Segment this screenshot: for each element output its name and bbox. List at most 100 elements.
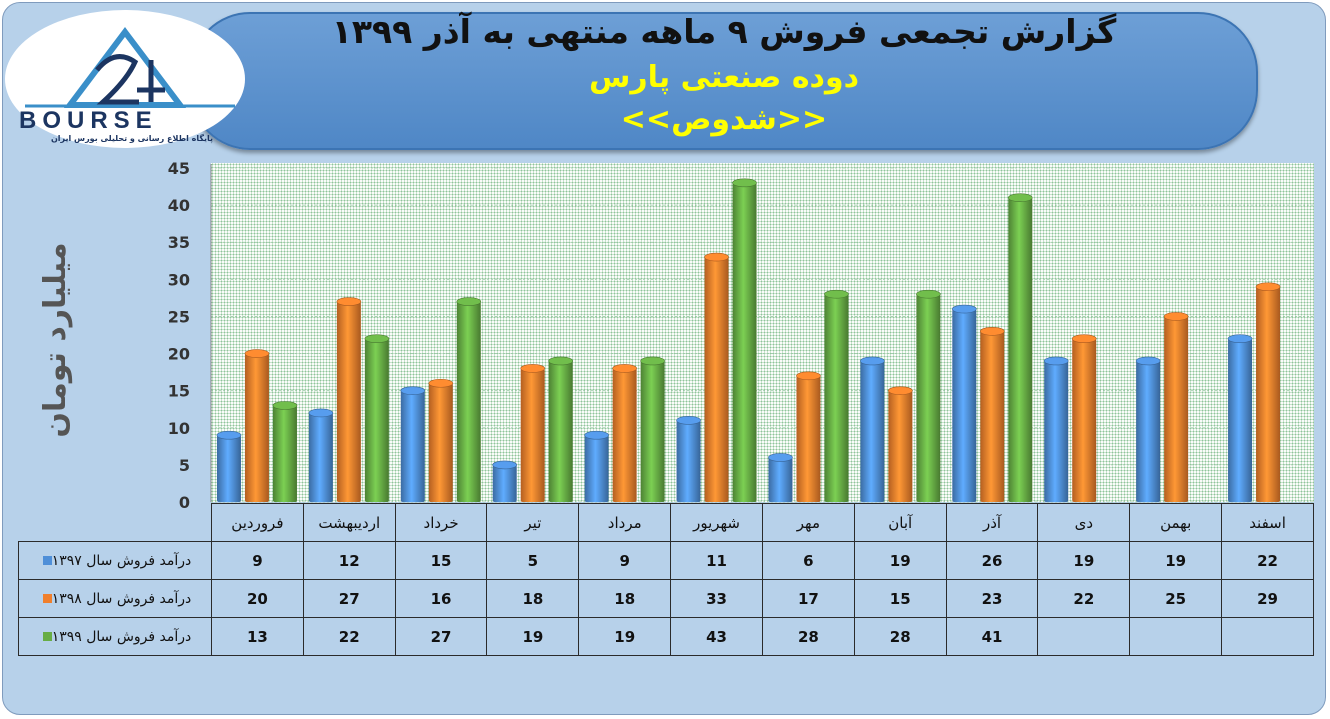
series-row: درآمد فروش سال ۱۳۹۸ 20 27 16 18 18 33 17 15 23 22 2… bbox=[18, 579, 1314, 618]
data-label: 23 bbox=[945, 579, 1039, 618]
data-table: فروردین اردیبهشت خرداد تیر مرداد شهریور مهر آبا… bbox=[18, 503, 1314, 656]
data-label: 18 bbox=[578, 579, 672, 618]
bar bbox=[676, 420, 701, 502]
bar bbox=[584, 435, 609, 502]
data-label: 22 bbox=[1037, 579, 1131, 618]
data-label: 11 bbox=[670, 541, 763, 580]
bar bbox=[704, 257, 729, 502]
x-tick-label: دی bbox=[1037, 503, 1131, 542]
x-tick-label: شهریور bbox=[670, 503, 763, 542]
bar bbox=[980, 331, 1005, 502]
bar bbox=[520, 368, 545, 502]
data-label: 26 bbox=[945, 541, 1039, 580]
bar bbox=[492, 464, 517, 502]
logo-subtitle: پایگاه اطلاع رسانی و تحلیلی بورس ایران bbox=[50, 134, 214, 143]
logo: BOURSE پایگاه اطلاع رسانی و تحلیلی بورس … bbox=[5, 10, 245, 148]
bar-top bbox=[916, 289, 941, 299]
data-label: 28 bbox=[853, 617, 947, 656]
data-label: 19 bbox=[486, 617, 580, 656]
data-label: 43 bbox=[670, 617, 763, 656]
bar bbox=[1164, 316, 1189, 502]
bar-top bbox=[584, 430, 609, 440]
y-tick-label: 40 bbox=[168, 196, 190, 215]
bar-top bbox=[612, 364, 637, 373]
bar bbox=[1136, 360, 1161, 502]
x-tick-label: اسفند bbox=[1221, 503, 1314, 542]
bar bbox=[1044, 360, 1069, 502]
data-label bbox=[1221, 617, 1314, 656]
bar-top bbox=[336, 297, 362, 306]
bar-top bbox=[1007, 193, 1033, 202]
data-label: 28 bbox=[761, 617, 855, 656]
y-tick-label: 45 bbox=[168, 159, 190, 178]
chart-title: گزارش تجمعی فروش ۹ ماهه منتهی به آذر ۱۳۹… bbox=[331, 12, 1117, 51]
bar-top bbox=[216, 430, 242, 440]
data-label: 6 bbox=[761, 541, 855, 580]
legend-entry: درآمد فروش سال ۱۳۹۸ bbox=[18, 579, 212, 618]
bar-top bbox=[1255, 282, 1281, 292]
data-label: 17 bbox=[761, 579, 855, 618]
x-tick-label: آبان bbox=[853, 503, 947, 542]
data-label: 27 bbox=[394, 617, 488, 656]
bar-top bbox=[520, 364, 546, 373]
data-label: 15 bbox=[394, 541, 488, 580]
data-label: 41 bbox=[945, 617, 1039, 656]
bar-top bbox=[676, 416, 701, 425]
y-axis-label: میلیارد تومان bbox=[38, 242, 73, 438]
data-label: 13 bbox=[211, 617, 304, 656]
bar-top bbox=[1071, 334, 1097, 344]
data-label: 27 bbox=[302, 579, 396, 618]
y-tick-label: 35 bbox=[168, 233, 190, 252]
bar bbox=[860, 360, 885, 502]
data-label: 16 bbox=[394, 579, 488, 618]
bar bbox=[916, 294, 941, 502]
bar-top bbox=[400, 386, 426, 395]
bar bbox=[888, 390, 913, 502]
bar-top bbox=[308, 408, 334, 418]
bar-top bbox=[640, 356, 665, 366]
bar bbox=[1256, 286, 1281, 502]
x-tick-label: خرداد bbox=[394, 503, 488, 542]
series-row: درآمد فروش سال ۱۳۹۷ 9 12 15 5 9 11 6 19 26 19 19 22 bbox=[18, 541, 1314, 580]
company-name: دوده صنعتی پارس bbox=[589, 60, 859, 95]
bar bbox=[1008, 197, 1033, 502]
x-tick-label: فروردین bbox=[211, 503, 304, 542]
legend-label: درآمد فروش سال ۱۳۹۸ bbox=[51, 590, 192, 607]
data-label bbox=[1129, 617, 1223, 656]
bar-top bbox=[272, 401, 298, 410]
bar-top bbox=[428, 378, 454, 388]
bar-top bbox=[768, 453, 793, 462]
data-label: 12 bbox=[302, 541, 396, 580]
bar-top bbox=[492, 460, 518, 470]
bar bbox=[768, 457, 793, 502]
bar-top bbox=[732, 178, 757, 188]
data-label: 19 bbox=[578, 617, 672, 656]
x-tick-label: بهمن bbox=[1129, 503, 1223, 542]
logo-text: BOURSE bbox=[19, 107, 158, 134]
y-tick-label: 0 bbox=[179, 493, 190, 512]
bar bbox=[428, 383, 453, 502]
bar bbox=[640, 360, 665, 502]
bar bbox=[732, 182, 757, 502]
legend-swatch bbox=[42, 632, 52, 641]
bar bbox=[548, 360, 573, 502]
data-label: 22 bbox=[302, 617, 396, 656]
category-row: فروردین اردیبهشت خرداد تیر مرداد شهریور مهر آبا… bbox=[18, 503, 1314, 542]
x-tick-label: مرداد bbox=[578, 503, 672, 542]
bar bbox=[272, 405, 297, 502]
bar-top bbox=[860, 356, 885, 366]
bar-top bbox=[951, 304, 977, 314]
bar bbox=[1072, 338, 1097, 502]
y-tick-label: 30 bbox=[168, 270, 190, 289]
data-label: 18 bbox=[486, 579, 580, 618]
y-tick-label: 15 bbox=[168, 382, 190, 401]
data-label bbox=[1037, 617, 1131, 656]
legend-entry: درآمد فروش سال ۱۳۹۷ bbox=[18, 541, 212, 580]
data-label: 22 bbox=[1221, 541, 1314, 580]
bar bbox=[336, 301, 361, 502]
y-tick-label: 20 bbox=[168, 345, 190, 364]
y-tick-label: 10 bbox=[168, 419, 190, 438]
data-label: 20 bbox=[211, 579, 304, 618]
bar-top bbox=[364, 334, 390, 344]
x-tick-label: مهر bbox=[761, 503, 855, 542]
